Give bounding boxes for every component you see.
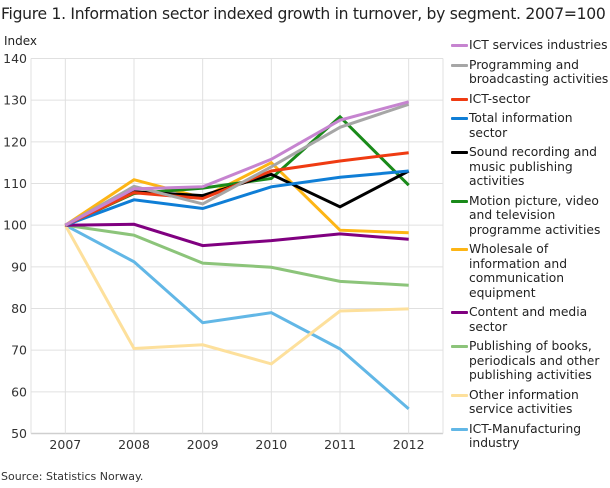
legend-label: Programming and broadcasting activities (469, 57, 609, 87)
legend-swatch (451, 393, 468, 397)
legend-label: Total information sector (469, 111, 573, 140)
y-tick-label: 130 (3, 93, 27, 108)
legend-label: ICT-sector (469, 91, 531, 106)
y-tick-label: 120 (3, 134, 27, 149)
legend-swatch (451, 63, 468, 67)
legend-item[interactable]: Wholesale of information and communicati… (447, 242, 610, 300)
legend-swatch (451, 199, 468, 203)
legend-swatch (451, 151, 468, 154)
legend: ICT services industries Programming and b… (447, 38, 610, 456)
legend-item[interactable]: Motion picture, video and television pro… (447, 194, 610, 238)
legend-item[interactable]: ICT services industries (447, 38, 610, 53)
legend-swatch (451, 311, 468, 314)
x-tick-labels: 2007 2008 2009 2010 2011 2012 (49, 437, 424, 452)
legend-swatch (451, 44, 468, 47)
series-line-motion-picture-video-and-television-programme-activities (64, 114, 410, 227)
legend-label: Content and media sector (469, 305, 588, 334)
y-tick-label: 60 (11, 384, 27, 399)
x-tick-label: 2009 (187, 437, 219, 452)
legend-label: Publishing of books, periodicals and oth… (469, 339, 600, 382)
y-axis-label: Index (4, 34, 38, 48)
legend-item[interactable]: Publishing of books, periodicals and oth… (447, 339, 610, 383)
legend-swatch (451, 117, 468, 120)
series-line-ict-sector (64, 151, 409, 227)
legend-label: Wholesale of information and communicati… (469, 242, 568, 300)
y-tick-label: 70 (11, 343, 27, 358)
series-line-total-information-sector (64, 169, 409, 227)
legend-item[interactable]: Programming and broadcasting activities (447, 58, 610, 87)
y-tick-label: 100 (3, 218, 27, 233)
legend-swatch (451, 97, 468, 101)
legend-label: Sound recording and music publishing act… (469, 145, 597, 188)
series-line-wholesale-of-information-and-communication-equipment (64, 160, 409, 235)
series-line-other-information-service-activities (63, 224, 409, 366)
legend-item[interactable]: ICT-sector (447, 92, 610, 107)
series-lines (63, 100, 410, 411)
legend-item[interactable]: ICT-Manufacturing industry (447, 422, 610, 451)
legend-swatch (451, 345, 468, 348)
legend-item[interactable]: Other information service activities (447, 388, 610, 417)
legend-label: Motion picture, video and television pro… (469, 193, 601, 237)
y-tick-label: 110 (3, 176, 27, 191)
x-tick-label: 2007 (49, 437, 81, 452)
series-line-ict-services-industries (64, 100, 410, 227)
series-line-publishing-of-books-periodicals-and-other-publishing-activities (65, 223, 409, 287)
y-tick-label: 80 (11, 301, 27, 316)
x-tick-label: 2008 (118, 437, 150, 452)
y-tick-labels: 140 130 120 110 100 90 80 70 60 50 (3, 51, 27, 441)
legend-label: Other information service activities (469, 387, 579, 417)
y-tick-label: 50 (11, 426, 27, 441)
chart-title: Figure 1. Information sector indexed gro… (1, 5, 606, 23)
x-tick-label: 2012 (393, 437, 425, 452)
legend-item[interactable]: Content and media sector (447, 305, 610, 334)
legend-swatch (451, 427, 468, 431)
series-line-content-and-media-sector (65, 222, 409, 248)
series-line-programming-and-broadcasting-activities (64, 102, 410, 227)
y-tick-label: 90 (11, 259, 27, 274)
legend-item[interactable]: Total information sector (447, 111, 610, 140)
x-tick-label: 2010 (255, 437, 287, 452)
legend-item[interactable]: Sound recording and music publishing act… (447, 145, 610, 189)
source-note: Source: Statistics Norway. (1, 470, 144, 483)
x-tick-label: 2011 (324, 437, 356, 452)
legend-swatch (451, 248, 468, 251)
legend-label: ICT-Manufacturing industry (469, 421, 582, 451)
y-tick-label: 140 (3, 51, 27, 66)
legend-label: ICT services industries (469, 38, 608, 52)
series-line-ict-manufacturing-industry (64, 223, 410, 411)
